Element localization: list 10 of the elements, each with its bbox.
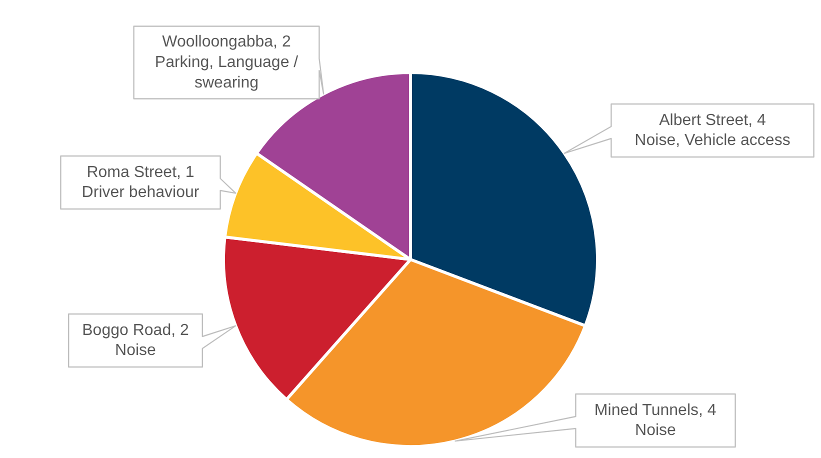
text: Noise [115, 342, 156, 360]
text: Noise, Vehicle access [634, 132, 790, 150]
text: Parking, Language / swearing [154, 54, 299, 92]
slice-label: Boggo Road, 2 [82, 322, 189, 339]
slice-label: Roma Street, 1 [86, 164, 194, 181]
slice-label: Woolloongabba, 2 [162, 34, 291, 51]
slice-label: Mined Tunnels, 4 [594, 402, 716, 419]
text: Driver behaviour [82, 184, 200, 202]
text: Noise [635, 422, 676, 440]
slice-label: Albert Street, 4 [659, 112, 766, 129]
